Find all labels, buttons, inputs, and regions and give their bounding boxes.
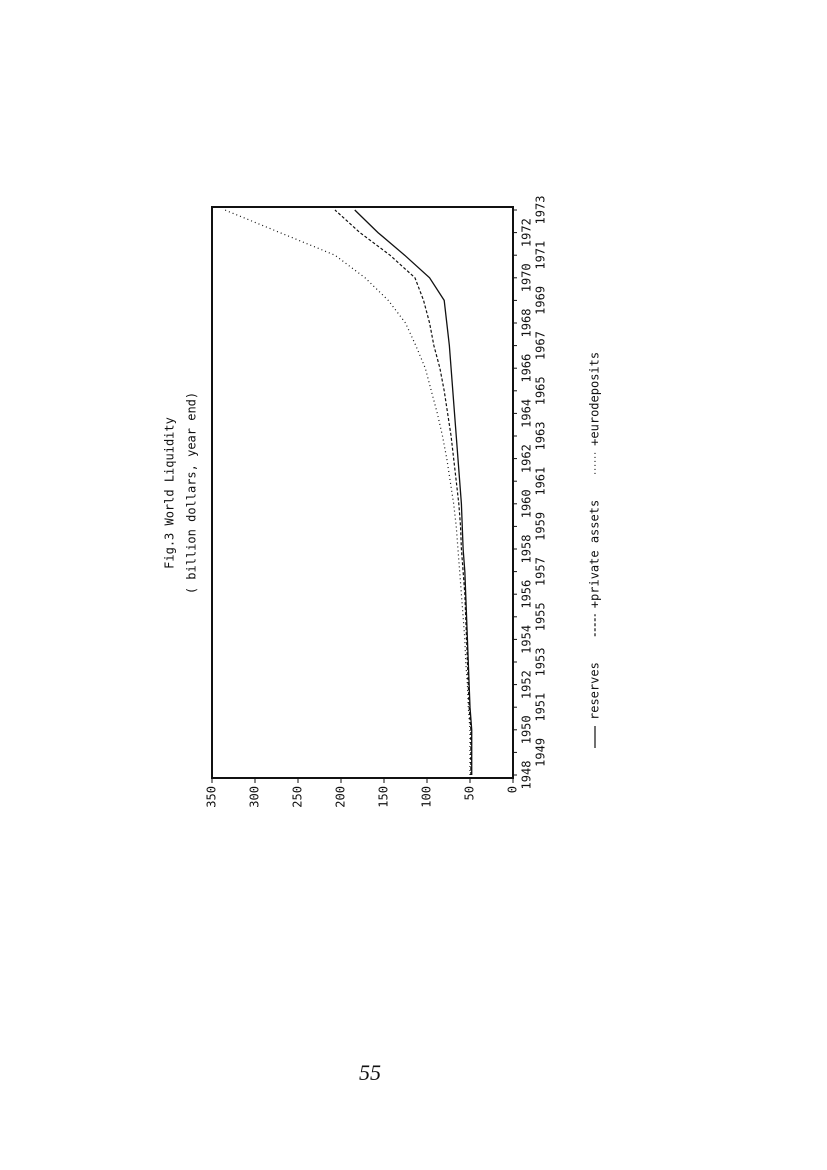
x-tick-label: 1972 bbox=[520, 218, 534, 247]
x-tick-label: 1963 bbox=[534, 422, 548, 451]
series-line bbox=[224, 209, 471, 775]
x-tick-label: 1961 bbox=[534, 467, 548, 496]
x-tick-label: 1956 bbox=[520, 580, 534, 609]
page-number: 55 bbox=[359, 1060, 381, 1085]
x-tick-label: 1949 bbox=[534, 738, 548, 767]
x-tick-label: 1970 bbox=[520, 263, 534, 292]
x-tick-label: 1950 bbox=[520, 715, 534, 744]
y-tick-label: 300 bbox=[248, 786, 262, 808]
plot-frame bbox=[211, 206, 514, 779]
y-tick-label: 50 bbox=[463, 786, 477, 800]
y-tick-label: 200 bbox=[334, 786, 348, 808]
x-tick-label: 1967 bbox=[534, 331, 548, 360]
x-tick-label: 1966 bbox=[520, 354, 534, 383]
x-tick-label: 1969 bbox=[534, 286, 548, 315]
x-tick-label: 1948 bbox=[520, 761, 534, 790]
y-tick-label: 350 bbox=[205, 786, 219, 808]
chart: Fig.3 World Liquidity ( billion dollars,… bbox=[163, 196, 602, 808]
series-line bbox=[354, 209, 473, 775]
x-tick-label: 1953 bbox=[534, 648, 548, 677]
x-tick-label: 1955 bbox=[534, 602, 548, 631]
legend-label: reserves bbox=[588, 662, 602, 720]
x-tick-label: 1959 bbox=[534, 512, 548, 541]
x-tick-label: 1968 bbox=[520, 309, 534, 338]
legend-label: +private assets bbox=[588, 500, 602, 608]
legend-label: +eurodeposits bbox=[588, 352, 602, 446]
series-line bbox=[334, 209, 472, 775]
x-tick-label: 1957 bbox=[534, 557, 548, 586]
x-tick-label: 1952 bbox=[520, 670, 534, 699]
y-tick-label: 0 bbox=[506, 786, 520, 793]
x-tick-label: 1958 bbox=[520, 535, 534, 564]
x-tick-label: 1962 bbox=[520, 444, 534, 473]
x-tick-label: 1954 bbox=[520, 625, 534, 654]
x-tick-label: 1964 bbox=[520, 399, 534, 428]
chart-title: Fig.3 World Liquidity bbox=[163, 417, 177, 569]
y-tick-label: 100 bbox=[420, 786, 434, 808]
x-tick-label: 1965 bbox=[534, 376, 548, 405]
y-tick-label: 150 bbox=[377, 786, 391, 808]
chart-subtitle: ( billion dollars, year end) bbox=[185, 392, 199, 594]
x-tick-label: 1971 bbox=[534, 241, 548, 270]
y-tick-label: 250 bbox=[291, 786, 305, 808]
legend: reserves +private assets +eurodeposits bbox=[588, 352, 602, 748]
x-tick-label: 1960 bbox=[520, 489, 534, 518]
x-tick-label: 1973 bbox=[534, 196, 548, 225]
x-tick-label: 1951 bbox=[534, 693, 548, 722]
